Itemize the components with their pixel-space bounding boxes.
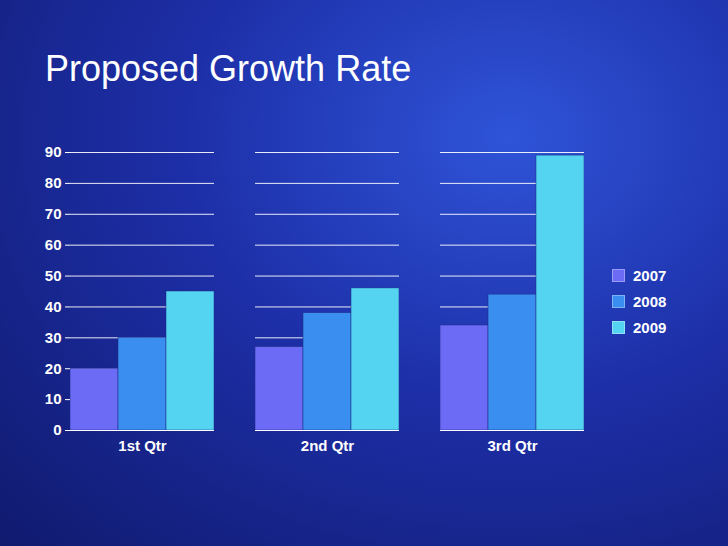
html-text:Proposed Growth Rate: Proposed Growth Rate	[45, 48, 412, 89]
svg-text:0: 0	[53, 421, 61, 438]
svg-text:30: 30	[45, 329, 62, 346]
html-text:2007: 2007	[633, 266, 667, 284]
svg-text:50: 50	[45, 267, 62, 284]
svg-text:2nd Qtr: 2nd Qtr	[301, 437, 354, 454]
svg-text:60: 60	[45, 236, 62, 253]
svg-text:90: 90	[45, 143, 62, 160]
svg-text:80: 80	[45, 174, 62, 191]
svg-text:10: 10	[45, 390, 62, 407]
html-text:2009: 2009	[633, 318, 667, 336]
svg-text:70: 70	[45, 205, 62, 222]
svg-text:40: 40	[45, 298, 62, 315]
svg-text:1st Qtr: 1st Qtr	[118, 437, 167, 454]
svg-text:20: 20	[45, 360, 62, 377]
html-text:2008: 2008	[633, 292, 667, 310]
svg-text:3rd Qtr: 3rd Qtr	[487, 437, 537, 454]
